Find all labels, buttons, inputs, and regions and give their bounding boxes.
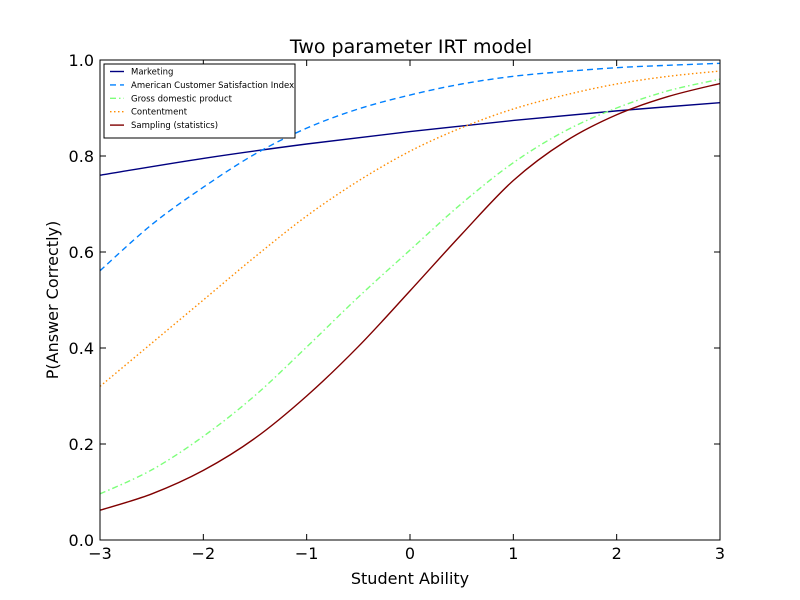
chart-title: Two parameter IRT model (289, 36, 532, 58)
legend-label: Contentment (131, 108, 188, 118)
plot-series (99, 62, 721, 511)
series-line-0 (99, 102, 721, 176)
legend-box (103, 63, 296, 139)
legend-label: Sampling (statistics) (131, 121, 218, 131)
y-axis-label: P(Answer Correctly) (43, 221, 62, 379)
y-tick-label: 0.8 (69, 147, 94, 166)
legend-label: Marketing (131, 68, 173, 78)
series-line-2 (99, 78, 721, 495)
legend-label: American Customer Satisfaction Index (131, 81, 294, 91)
x-tick-label: −3 (88, 544, 112, 563)
x-tick-label: 1 (508, 544, 518, 563)
x-axis-label: Student Ability (351, 569, 469, 588)
x-axis-ticks: −3 −2 −1 0 1 2 3 (88, 60, 725, 563)
x-tick-label: −2 (192, 544, 216, 563)
y-tick-label: 1.0 (69, 51, 94, 70)
y-tick-label: 0.4 (69, 339, 94, 358)
y-tick-label: 0.2 (69, 435, 94, 454)
series-line-4 (99, 82, 721, 511)
series-line-3 (99, 70, 721, 387)
series-line-1 (99, 62, 721, 272)
legend: Marketing American Customer Satisfaction … (103, 63, 296, 139)
legend-label: Gross domestic product (131, 94, 233, 104)
y-tick-label: 0.0 (69, 531, 94, 550)
x-tick-label: 2 (612, 544, 622, 563)
y-axis-ticks: 0.0 0.2 0.4 0.6 0.8 1.0 (69, 51, 720, 550)
y-tick-label: 0.6 (69, 243, 94, 262)
x-tick-label: −1 (295, 544, 319, 563)
x-tick-label: 0 (405, 544, 415, 563)
x-tick-label: 3 (715, 544, 725, 563)
